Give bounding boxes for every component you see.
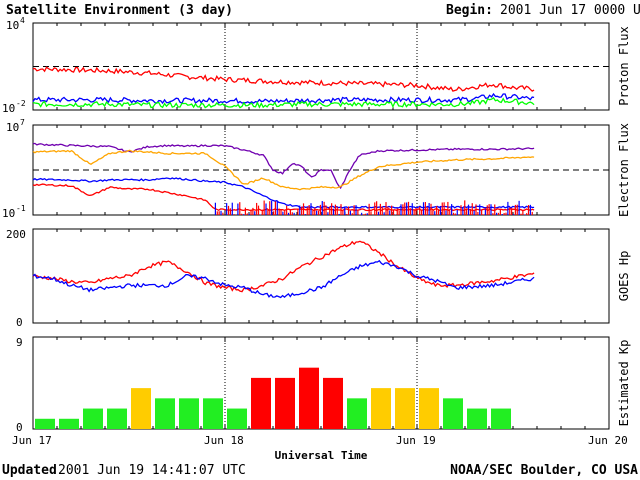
kp-bar-4	[131, 388, 151, 429]
proton-flux-axis-label: Proton Flux	[617, 26, 631, 105]
xtick-jun17: Jun 17	[12, 434, 52, 447]
kp-ytick-bottom: 0	[16, 421, 23, 434]
goes-hp-axis-label: GOES Hp	[617, 251, 631, 302]
proton-ytick-top-base: 10	[6, 19, 19, 32]
kp-ytick-top: 9	[16, 336, 23, 349]
electron-flux-series-orange	[32, 149, 535, 191]
estimated-kp-axis-label: Estimated Kp	[617, 340, 631, 427]
electron-ytick-bottom-exp: -1	[16, 204, 26, 213]
updated-value: 2001 Jun 19 14:41:07 UTC	[58, 463, 246, 478]
kp-bar-5	[155, 398, 175, 429]
chart-title: Satellite Environment (3 day)	[6, 3, 233, 18]
kp-bar-13	[347, 398, 367, 429]
electron-flux-panel: Electron Flux	[32, 123, 631, 217]
kp-bar-11	[299, 367, 319, 429]
kp-bar-10	[275, 377, 295, 429]
kp-bar-6	[179, 398, 199, 429]
kp-bar-17	[443, 398, 463, 429]
kp-bar-0	[35, 418, 55, 429]
kp-bar-8	[227, 408, 247, 429]
hp-ytick-bottom: 0	[16, 316, 23, 329]
kp-bar-12	[323, 377, 343, 429]
goes-hp-panel: GOES Hp	[32, 228, 631, 324]
kp-bar-9	[251, 377, 271, 429]
electron-flux-series-blue	[32, 177, 535, 209]
x-axis-label: Universal Time	[275, 449, 368, 462]
begin-value: 2001 Jun 17 0000 UTC	[500, 3, 640, 18]
proton-ytick-bottom-base: 10	[2, 102, 15, 115]
proton-ytick-bottom-exp: -2	[16, 99, 26, 108]
kp-bar-19	[491, 408, 511, 429]
kp-bar-7	[203, 398, 223, 429]
proton-flux-series-red	[32, 66, 535, 92]
goes-hp-series-blue	[32, 259, 535, 299]
proton-flux-series-green	[32, 96, 535, 109]
proton-ytick-top-exp: 4	[20, 16, 25, 25]
kp-bar-18	[467, 408, 487, 429]
kp-bar-1	[59, 418, 79, 429]
electron-ytick-top-base: 10	[6, 121, 19, 134]
xtick-jun19: Jun 19	[396, 434, 436, 447]
electron-flux-series-purple	[32, 142, 535, 190]
kp-bar-2	[83, 408, 103, 429]
proton-flux-panel: Proton Flux	[32, 22, 631, 111]
proton-flux-series-blue	[32, 92, 535, 105]
electron-ytick-bottom-base: 10	[2, 207, 15, 220]
electron-ytick-top-exp: 7	[20, 118, 25, 127]
kp-bar-15	[395, 388, 415, 429]
electron-flux-series-red	[32, 183, 535, 212]
updated-label: Updated	[2, 463, 57, 478]
kp-bar-16	[419, 388, 439, 429]
electron-flux-axis-label: Electron Flux	[617, 123, 631, 217]
xtick-jun18: Jun 18	[204, 434, 244, 447]
kp-bar-14	[371, 388, 391, 429]
kp-bar-3	[107, 408, 127, 429]
hp-ytick-top: 200	[6, 228, 26, 241]
begin-label: Begin:	[446, 3, 493, 18]
goes-hp-series-red	[32, 240, 535, 293]
xtick-jun20: Jun 20	[588, 434, 628, 447]
credit-text: NOAA/SEC Boulder, CO USA	[450, 463, 638, 478]
